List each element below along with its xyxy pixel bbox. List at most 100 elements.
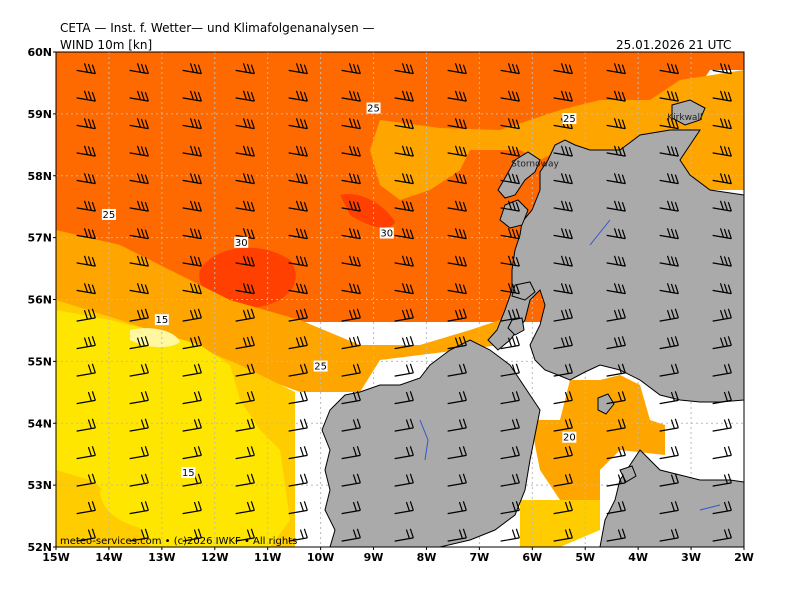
wind-barb xyxy=(76,446,96,460)
wind-barb xyxy=(553,63,573,75)
contour-label-bg xyxy=(181,466,196,478)
wind-barb xyxy=(288,283,308,295)
landmass-ireland xyxy=(321,339,541,547)
lat-tick-label: 56N xyxy=(27,294,52,307)
wind-barbs xyxy=(76,63,732,542)
wind-barb xyxy=(606,308,626,322)
wind-barb xyxy=(394,90,414,102)
wind-barb xyxy=(235,173,255,185)
wind-barb xyxy=(341,118,361,130)
wind-barb xyxy=(500,363,520,377)
wind-barb xyxy=(659,145,679,157)
wind-barb xyxy=(129,473,149,487)
lon-tick-label: 6W xyxy=(522,551,542,564)
wind-barb xyxy=(712,90,732,102)
wind-barb xyxy=(288,391,308,405)
wind-barb xyxy=(341,283,361,295)
wind-barb xyxy=(288,473,308,487)
wind-barb xyxy=(288,145,308,157)
wind-barb xyxy=(712,173,732,185)
chart-title: CETA — Inst. f. Wetter— und Klimafolgena… xyxy=(60,21,375,35)
wind-barb xyxy=(659,283,679,295)
contour-label: 15 xyxy=(182,468,195,479)
island-skye xyxy=(499,199,529,229)
wind-barb xyxy=(182,501,202,515)
wind-barb xyxy=(129,200,149,212)
wind-barb xyxy=(553,501,573,515)
lat-tick-label: 54N xyxy=(27,417,52,430)
wind-barb xyxy=(182,255,202,267)
lat-tick-label: 53N xyxy=(27,479,52,492)
wind-barb xyxy=(659,200,679,212)
wind-barb xyxy=(553,145,573,157)
wind-barb xyxy=(394,255,414,267)
lat-tick-label: 57N xyxy=(27,232,52,245)
wind-barb xyxy=(235,391,255,405)
wind-barb xyxy=(606,501,626,515)
band-20-25-irish-sea xyxy=(530,375,665,500)
wind-barb xyxy=(182,200,202,212)
landmass-scotland xyxy=(487,129,744,403)
wind-barb xyxy=(447,501,467,515)
wind-barb xyxy=(288,118,308,130)
island-orkney xyxy=(671,99,706,126)
wind-barb xyxy=(500,228,520,240)
wind-barb xyxy=(447,473,467,487)
wind-barb xyxy=(76,501,96,515)
wind-barb xyxy=(235,418,255,432)
wind-barb xyxy=(606,473,626,487)
wind-barb xyxy=(447,173,467,185)
contour-label: 25 xyxy=(103,210,116,221)
wind-barb xyxy=(500,528,520,542)
wind-barb xyxy=(553,336,573,350)
lon-tick-label: 2W xyxy=(734,551,754,564)
wind-barb xyxy=(606,145,626,157)
wind-barb xyxy=(76,336,96,350)
lat-tick-label: 55N xyxy=(27,355,52,368)
wind-barb xyxy=(182,118,202,130)
wind-barb xyxy=(394,363,414,377)
wind-barb xyxy=(712,308,732,322)
wind-barb xyxy=(129,255,149,267)
contour-label: 20 xyxy=(563,433,576,444)
wind-barb xyxy=(712,418,732,432)
contour-label-bg xyxy=(313,360,328,372)
wind-barb xyxy=(394,173,414,185)
lon-tick-label: 10W xyxy=(307,551,334,564)
wind-barb xyxy=(288,308,308,322)
lon-tick-label: 9W xyxy=(364,551,384,564)
wind-barb xyxy=(606,228,626,240)
wind-barb xyxy=(341,336,361,350)
wind-barb xyxy=(76,90,96,102)
lat-tick-label: 58N xyxy=(27,170,52,183)
wind-barb xyxy=(341,145,361,157)
wind-barb xyxy=(394,63,414,75)
wind-barb xyxy=(129,391,149,405)
wind-barb xyxy=(394,200,414,212)
wind-barb xyxy=(659,336,679,350)
wind-barb xyxy=(500,145,520,157)
wind-barb xyxy=(129,118,149,130)
wind-barb xyxy=(341,363,361,377)
wind-barb xyxy=(341,308,361,322)
wind-barb xyxy=(394,145,414,157)
wind-barb xyxy=(129,228,149,240)
wind-barb xyxy=(288,446,308,460)
wind-barb xyxy=(712,473,732,487)
wind-barb xyxy=(712,283,732,295)
wind-barb xyxy=(447,336,467,350)
band-10-15-south xyxy=(100,475,208,530)
wind-barb xyxy=(341,501,361,515)
wind-barb xyxy=(235,283,255,295)
credit-text: meteo-services.com • (c)2026 IWKF • All … xyxy=(60,536,297,547)
wind-barb xyxy=(341,391,361,405)
wind-barb xyxy=(129,501,149,515)
contour-label-bg xyxy=(562,431,577,443)
wind-barb xyxy=(288,528,308,542)
wind-barb xyxy=(659,391,679,405)
wind-barb xyxy=(606,63,626,75)
wind-barb xyxy=(129,528,149,542)
wind-barb xyxy=(288,63,308,75)
lon-tick-label: 11W xyxy=(254,551,281,564)
